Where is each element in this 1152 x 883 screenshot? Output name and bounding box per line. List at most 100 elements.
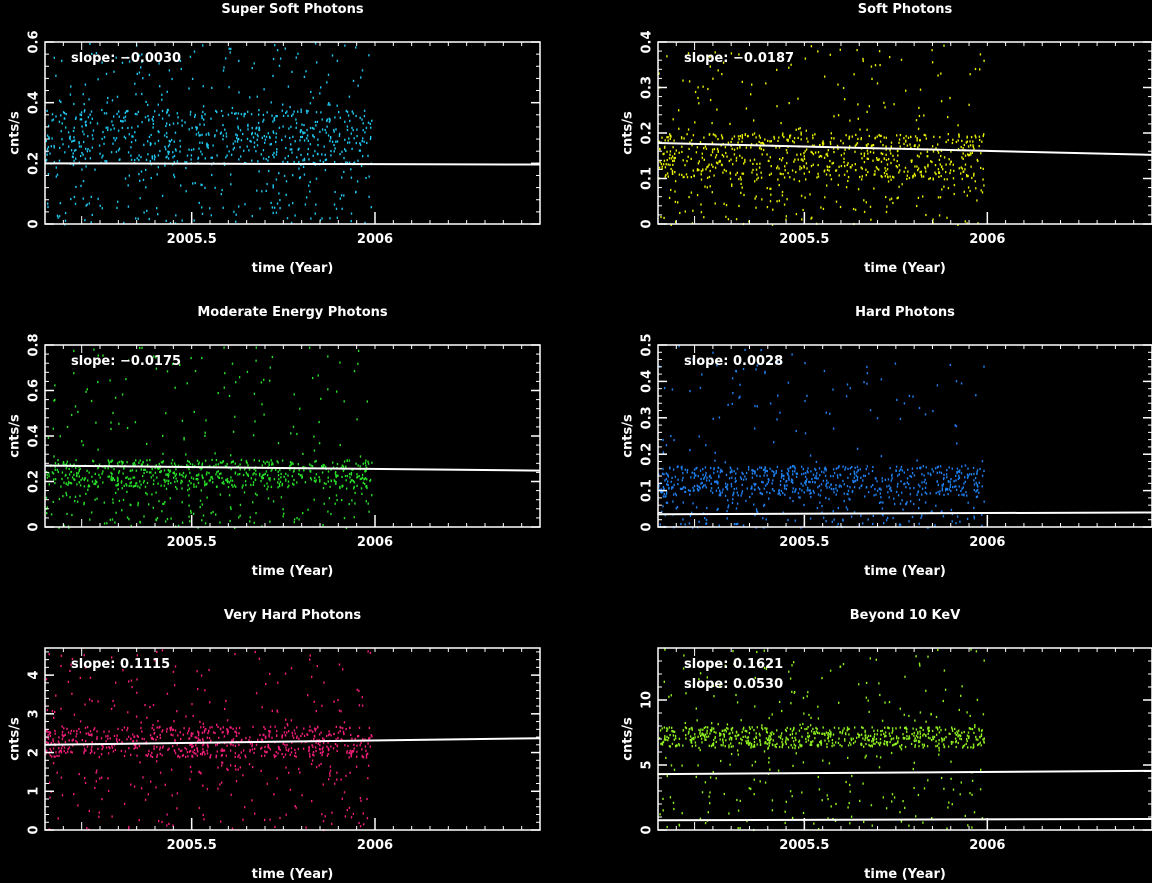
data-point <box>315 203 317 206</box>
data-point <box>684 486 687 489</box>
data-point <box>159 736 162 739</box>
data-point <box>903 170 905 173</box>
data-point <box>330 468 332 471</box>
data-point <box>173 471 175 474</box>
data-point <box>730 140 732 143</box>
data-point <box>111 479 114 482</box>
data-point <box>157 482 159 485</box>
data-point <box>665 495 667 498</box>
data-point <box>745 107 748 110</box>
data-point <box>80 114 83 117</box>
data-point <box>345 149 347 152</box>
data-point <box>771 469 773 473</box>
data-point <box>47 124 50 127</box>
data-point <box>83 110 86 113</box>
data-point <box>804 362 806 365</box>
data-point <box>842 142 844 145</box>
data-point <box>253 62 255 65</box>
data-point <box>195 126 197 129</box>
x-tick-label: 2005.5 <box>167 232 217 247</box>
data-point <box>153 728 155 731</box>
data-point <box>48 475 50 478</box>
data-point <box>787 469 790 472</box>
data-point <box>315 459 317 463</box>
data-point <box>914 144 916 147</box>
data-point <box>783 203 786 206</box>
data-point <box>110 471 112 474</box>
data-point <box>172 471 174 474</box>
data-point <box>775 470 777 473</box>
data-point <box>352 750 355 753</box>
data-point <box>132 740 134 743</box>
data-point <box>137 125 139 128</box>
data-point <box>318 421 320 424</box>
data-point <box>795 128 797 131</box>
data-point <box>739 154 741 157</box>
data-point <box>210 754 212 757</box>
data-point <box>84 777 86 780</box>
data-point <box>718 476 720 479</box>
data-point <box>73 159 75 162</box>
data-point <box>52 500 54 503</box>
data-point <box>684 523 686 526</box>
data-point <box>692 169 694 172</box>
data-point <box>230 793 232 796</box>
data-point <box>927 472 929 475</box>
data-point <box>847 489 850 492</box>
data-point <box>321 813 323 816</box>
data-point <box>951 141 954 145</box>
data-point <box>292 135 294 138</box>
data-point <box>946 469 948 472</box>
data-point <box>949 363 952 366</box>
data-point <box>159 752 161 755</box>
data-point <box>214 186 216 189</box>
data-point <box>197 463 200 466</box>
data-point <box>170 727 172 730</box>
data-point <box>793 141 795 144</box>
data-point <box>115 150 118 153</box>
data-point <box>234 472 237 475</box>
data-point <box>303 157 306 160</box>
y-tick-label: 0 <box>640 522 655 531</box>
data-point <box>810 496 812 499</box>
data-point <box>671 486 673 489</box>
data-point <box>933 135 935 138</box>
data-point <box>309 180 311 184</box>
data-point <box>743 193 745 197</box>
data-point <box>174 474 176 477</box>
data-point <box>137 485 139 488</box>
trend-line-1 <box>44 464 541 472</box>
data-point <box>215 109 217 112</box>
data-point <box>123 467 125 470</box>
data-point <box>238 743 240 747</box>
data-point <box>876 167 878 170</box>
data-point <box>845 186 848 189</box>
data-point <box>113 127 115 130</box>
data-point <box>177 116 179 119</box>
data-point <box>122 498 125 501</box>
data-point <box>217 766 219 769</box>
data-point <box>709 169 711 173</box>
data-point <box>201 356 203 360</box>
data-point <box>971 151 973 154</box>
x-tick-label: 2005.5 <box>779 535 829 550</box>
data-point <box>61 725 63 728</box>
data-point <box>899 523 902 526</box>
data-point <box>201 751 204 754</box>
data-point <box>135 482 138 485</box>
data-point <box>843 152 845 155</box>
data-point <box>916 493 918 496</box>
data-point <box>756 509 758 513</box>
data-point <box>230 454 232 457</box>
data-point <box>115 737 118 740</box>
data-point <box>812 480 814 484</box>
data-point <box>341 727 344 730</box>
data-point <box>165 219 167 222</box>
data-point <box>918 406 921 410</box>
data-point <box>279 57 282 60</box>
data-point <box>658 72 660 75</box>
data-point <box>84 666 87 669</box>
data-point <box>284 726 286 729</box>
data-point <box>223 482 225 485</box>
data-point <box>740 182 742 185</box>
